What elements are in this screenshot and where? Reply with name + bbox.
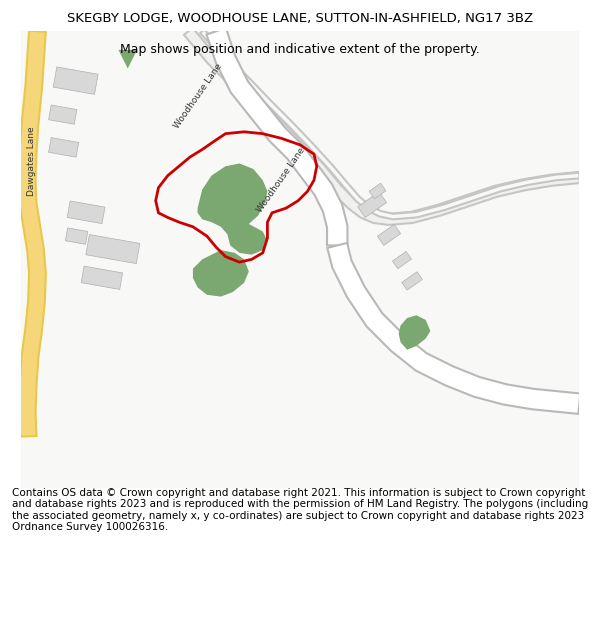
Bar [67,201,105,224]
Polygon shape [19,31,46,437]
Bar [86,234,140,264]
Bar [369,183,386,199]
Polygon shape [206,28,347,246]
Text: Contains OS data © Crown copyright and database right 2021. This information is : Contains OS data © Crown copyright and d… [12,488,588,532]
Polygon shape [328,243,580,414]
Polygon shape [398,315,430,350]
Polygon shape [200,29,580,219]
Bar [49,138,79,157]
Text: Dawgates Lane: Dawgates Lane [28,127,37,196]
Bar [358,192,386,218]
Text: Map shows position and indicative extent of the property.: Map shows position and indicative extent… [120,44,480,56]
Bar [392,251,412,269]
Bar [377,224,401,246]
Polygon shape [197,164,268,255]
Bar [81,266,122,289]
Bar [65,228,88,244]
Polygon shape [193,250,249,297]
Text: SKEGBY LODGE, WOODHOUSE LANE, SUTTON-IN-ASHFIELD, NG17 3BZ: SKEGBY LODGE, WOODHOUSE LANE, SUTTON-IN-… [67,12,533,25]
Text: Woodhouse Lane: Woodhouse Lane [256,146,307,214]
Text: Woodhouse Lane: Woodhouse Lane [172,62,223,131]
Polygon shape [184,28,580,225]
Bar [49,105,77,124]
Bar [402,272,422,290]
Polygon shape [118,50,137,69]
Bar [53,67,98,94]
